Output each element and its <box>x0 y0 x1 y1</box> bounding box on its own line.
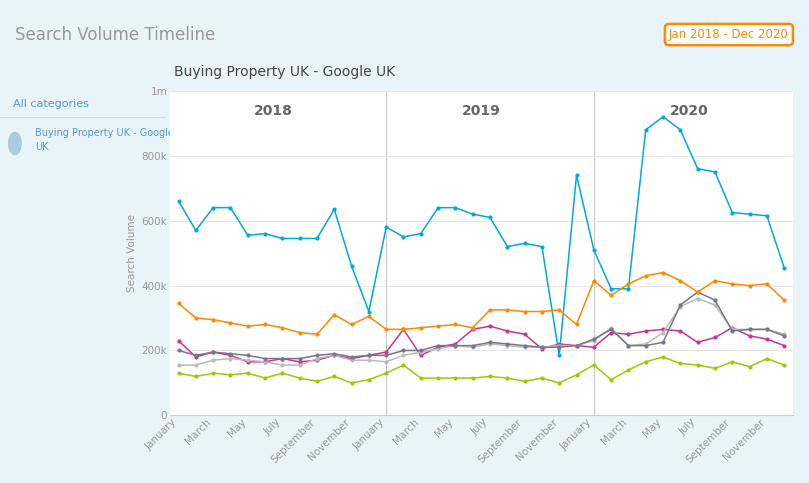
Text: 2020: 2020 <box>670 104 709 118</box>
Text: Buying Property UK - Google UK: Buying Property UK - Google UK <box>174 65 395 79</box>
Text: Buying Property UK - Google
UK: Buying Property UK - Google UK <box>35 128 174 152</box>
Text: 2019: 2019 <box>462 104 501 118</box>
Text: Search Volume Timeline: Search Volume Timeline <box>15 26 215 43</box>
Ellipse shape <box>9 132 21 155</box>
Y-axis label: Search Volume: Search Volume <box>127 214 138 292</box>
Text: All categories: All categories <box>13 99 89 109</box>
Text: 2018: 2018 <box>254 104 293 118</box>
Text: Jan 2018 - Dec 2020: Jan 2018 - Dec 2020 <box>669 28 789 41</box>
